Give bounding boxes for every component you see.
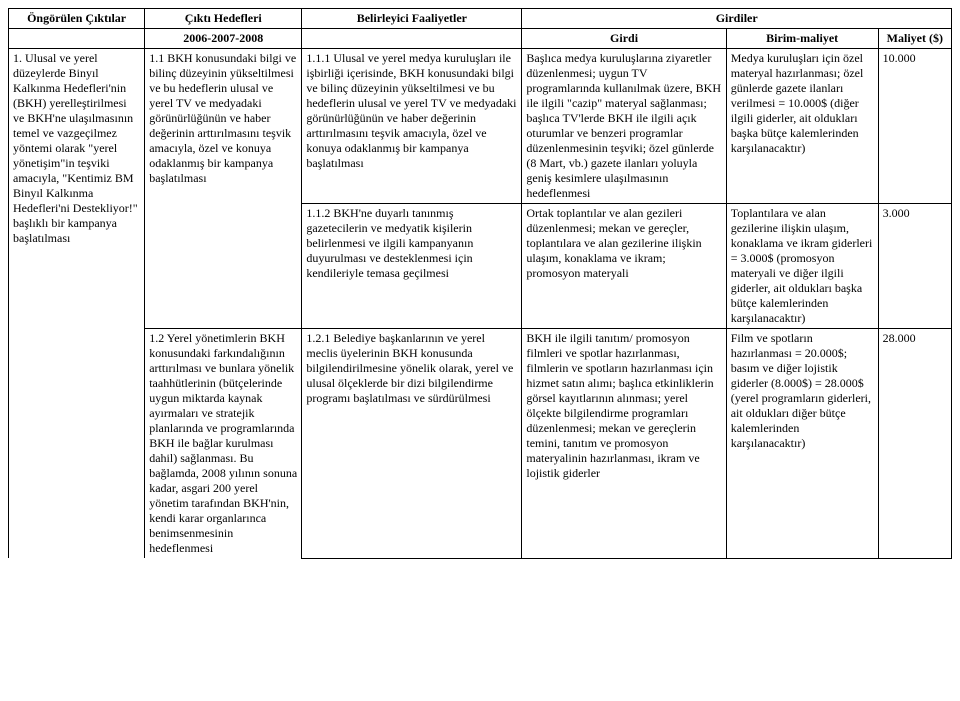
header-outputs: Öngörülen Çıktılar	[9, 9, 145, 29]
cell-unitcost-2: Toplantılara ve alan gezilerine ilişkin …	[726, 204, 878, 329]
cell-cost-1: 10.000	[878, 49, 951, 204]
cell-activities-1: 1.1.1 Ulusal ve yerel medya kuruluşları …	[302, 49, 522, 204]
subheader-row: 2006-2007-2008 Girdi Birim-maliyet Maliy…	[9, 29, 952, 49]
header-row: Öngörülen Çıktılar Çıktı Hedefleri Belir…	[9, 9, 952, 29]
cell-targets-3: 1.2 Yerel yönetimlerin BKH konusundaki f…	[145, 329, 302, 559]
subheader-birim: Birim-maliyet	[726, 29, 878, 49]
cell-inputs-2: Ortak toplantılar ve alan gezileri düzen…	[522, 204, 726, 329]
main-table: Öngörülen Çıktılar Çıktı Hedefleri Belir…	[8, 8, 952, 559]
cell-unitcost-1: Medya kuruluşları için özel materyal haz…	[726, 49, 878, 204]
subheader-years: 2006-2007-2008	[145, 29, 302, 49]
subheader-girdi: Girdi	[522, 29, 726, 49]
cell-inputs-3: BKH ile ilgili tanıtım/ promosyon filmle…	[522, 329, 726, 559]
cell-targets-1: 1.1 BKH konusundaki bilgi ve bilinç düze…	[145, 49, 302, 329]
cell-cost-2: 3.000	[878, 204, 951, 329]
cell-inputs-1: Başlıca medya kuruluşlarına ziyaretler d…	[522, 49, 726, 204]
subheader-empty1	[9, 29, 145, 49]
cell-outputs-1: 1. Ulusal ve yerel düzeylerde Binyıl Kal…	[9, 49, 145, 559]
header-targets: Çıktı Hedefleri	[145, 9, 302, 29]
table-row: 1.2 Yerel yönetimlerin BKH konusundaki f…	[9, 329, 952, 559]
cell-activities-3: 1.2.1 Belediye başkanlarının ve yerel me…	[302, 329, 522, 559]
cell-cost-3: 28.000	[878, 329, 951, 559]
header-activities: Belirleyici Faaliyetler	[302, 9, 522, 29]
subheader-empty3	[302, 29, 522, 49]
cell-activities-2: 1.1.2 BKH'ne duyarlı tanınmış gazetecile…	[302, 204, 522, 329]
header-inputs: Girdiler	[522, 9, 952, 29]
cell-unitcost-3: Film ve spotların hazırlanması = 20.000$…	[726, 329, 878, 559]
table-row: 1. Ulusal ve yerel düzeylerde Binyıl Kal…	[9, 49, 952, 204]
subheader-maliyet: Maliyet ($)	[878, 29, 951, 49]
